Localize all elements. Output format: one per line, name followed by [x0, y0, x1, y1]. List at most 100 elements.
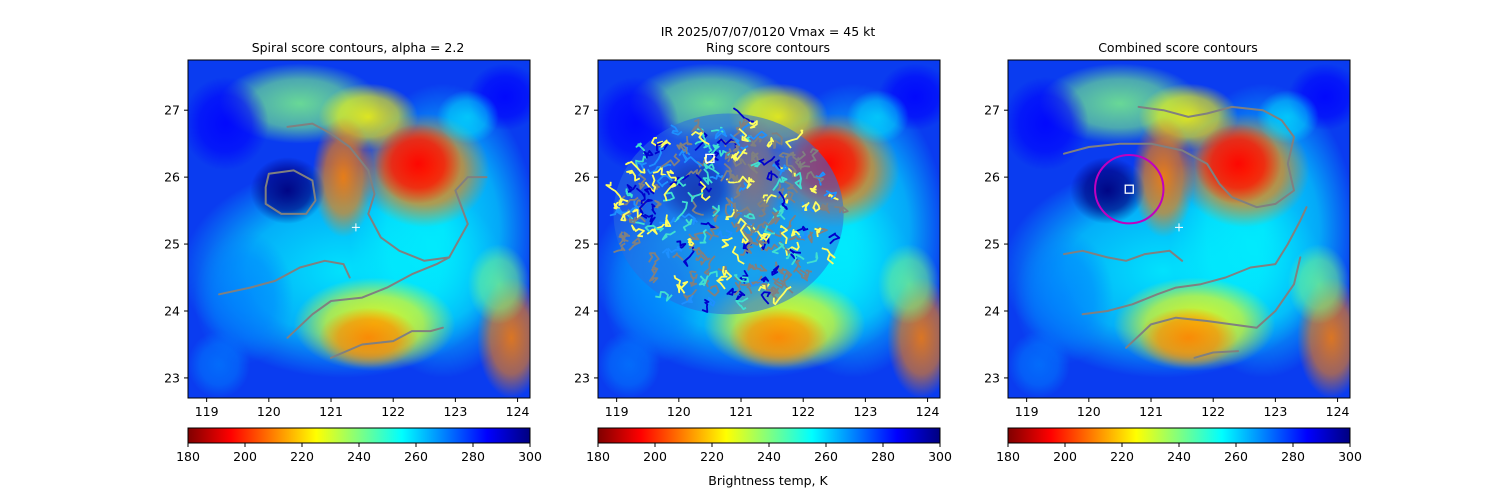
- ring-contour: [689, 275, 698, 287]
- x-tick-label: 119: [605, 404, 629, 419]
- ring-contour: [766, 137, 775, 148]
- x-tick-label: 124: [916, 404, 940, 419]
- ring-contour: [628, 237, 641, 251]
- x-tick-label: 120: [667, 404, 691, 419]
- ring-contour: [795, 269, 809, 282]
- ring-contour: [676, 240, 687, 250]
- ring-contour: [635, 155, 648, 170]
- y-tick-label: 23: [984, 370, 1000, 385]
- ring-contour: [648, 147, 664, 168]
- heatmap-cloud-region: [188, 76, 269, 171]
- ring-contour: [692, 247, 704, 255]
- ring-contour: [673, 274, 689, 289]
- heatmap-cloud-region: [188, 331, 251, 398]
- center-square-marker: [705, 153, 715, 164]
- ring-contour: [806, 252, 819, 264]
- colorbar-tick-label: 300: [1338, 449, 1362, 464]
- heatmap-cloud-region: [1287, 244, 1350, 325]
- ring-contour: [682, 153, 703, 167]
- ring-contour: [625, 188, 633, 198]
- heatmap-cloud-region: [467, 244, 530, 325]
- ring-contour: [812, 201, 821, 213]
- ring-contour: [809, 148, 819, 163]
- heatmap-cloud-region: [1070, 157, 1145, 224]
- heatmap-cloud-region: [1194, 123, 1282, 204]
- ring-contour: [772, 139, 781, 149]
- ring-contour: [729, 133, 741, 146]
- heatmap-spiral: [188, 60, 530, 398]
- colorbar-tick-label: 280: [461, 449, 485, 464]
- ring-contour: [639, 198, 653, 215]
- ring-contour: [796, 225, 809, 232]
- x-ticks-ring: 119 120 121 122 123 124: [605, 398, 940, 419]
- ring-contour: [660, 153, 681, 168]
- ring-contour: [672, 252, 684, 261]
- colorbar-tick-label: 240: [757, 449, 781, 464]
- ring-contour: [764, 214, 780, 235]
- ring-contour: [663, 182, 677, 202]
- ring-contour: [722, 266, 733, 281]
- ring-contour: [757, 196, 767, 208]
- markers-ring: [705, 153, 715, 164]
- x-tick-label: 124: [1326, 404, 1350, 419]
- y-tick-label: 23: [574, 370, 590, 385]
- ring-contour: [747, 130, 768, 140]
- ring-contour: [760, 291, 771, 305]
- ring-contour: [738, 128, 749, 142]
- ring-contour: [726, 174, 739, 183]
- colorbar-tick-label: 280: [871, 449, 895, 464]
- figure-suptitle: IR 2025/07/07/0120 Vmax = 45 kt: [661, 24, 876, 39]
- ring-contour: [785, 151, 800, 162]
- ring-contour: [725, 208, 738, 221]
- score-contour: [1125, 256, 1302, 349]
- x-tick-label: 123: [853, 404, 877, 419]
- heatmap-cloud-region: [1008, 331, 1071, 398]
- ring-contour: [631, 224, 645, 238]
- heatmap-cloud-region: [846, 90, 909, 144]
- colorbar-tick-label: 300: [928, 449, 952, 464]
- ring-contour: [648, 270, 659, 284]
- ring-contour: [635, 142, 645, 155]
- ring-contour: [772, 277, 785, 289]
- y-ticks-combined: 23 24 25 26 27: [984, 103, 1008, 385]
- ring-contour: [720, 162, 732, 182]
- ring-contour: [772, 286, 792, 306]
- combined-center-square-marker: [1124, 184, 1134, 194]
- ring-contour: [701, 298, 710, 313]
- ring-contour: [636, 161, 647, 176]
- colorbar-ring: 180 200 220 240 260 280 300: [586, 427, 952, 464]
- colorbar-tick-label: 200: [1053, 449, 1077, 464]
- ring-contour: [664, 214, 672, 227]
- y-tick-label: 24: [984, 303, 1000, 318]
- ring-contour: [661, 248, 670, 259]
- heatmap-cloud-region: [318, 307, 419, 368]
- ring-contour: [746, 226, 760, 245]
- ring-contour: [774, 164, 789, 172]
- ring-contour: [779, 225, 788, 245]
- ring-contour: [703, 163, 720, 175]
- ring-contour: [660, 139, 672, 149]
- ring-contour: [779, 268, 793, 283]
- ring-contour: [651, 203, 657, 215]
- panel-spiral: Spiral score contours, alpha = 2.2 119 12…: [164, 40, 542, 464]
- ring-contour: [732, 206, 752, 218]
- ring-contour: [771, 265, 780, 276]
- ring-contour: [772, 176, 788, 191]
- heatmap-cloud-region: [1008, 76, 1089, 171]
- ring-contour: [695, 174, 713, 193]
- y-tick-label: 23: [164, 370, 180, 385]
- ring-contour: [635, 187, 646, 205]
- ring-contour: [791, 253, 805, 266]
- ring-contour: [628, 216, 646, 224]
- x-ticks-spiral: 119 120 121 122 123 124: [195, 398, 530, 419]
- x-tick-label: 122: [381, 404, 405, 419]
- ring-contour: [791, 229, 802, 238]
- ring-contour: [741, 234, 754, 247]
- colorbar-tick-label: 200: [233, 449, 257, 464]
- ring-contour: [771, 211, 780, 225]
- y-tick-label: 24: [574, 303, 590, 318]
- panel-ring: Ring score contours 119 120 121 122 123 124 2…: [574, 40, 952, 464]
- ring-contour: [750, 136, 762, 147]
- ring-contour: [655, 291, 673, 302]
- ring-contour: [716, 275, 728, 290]
